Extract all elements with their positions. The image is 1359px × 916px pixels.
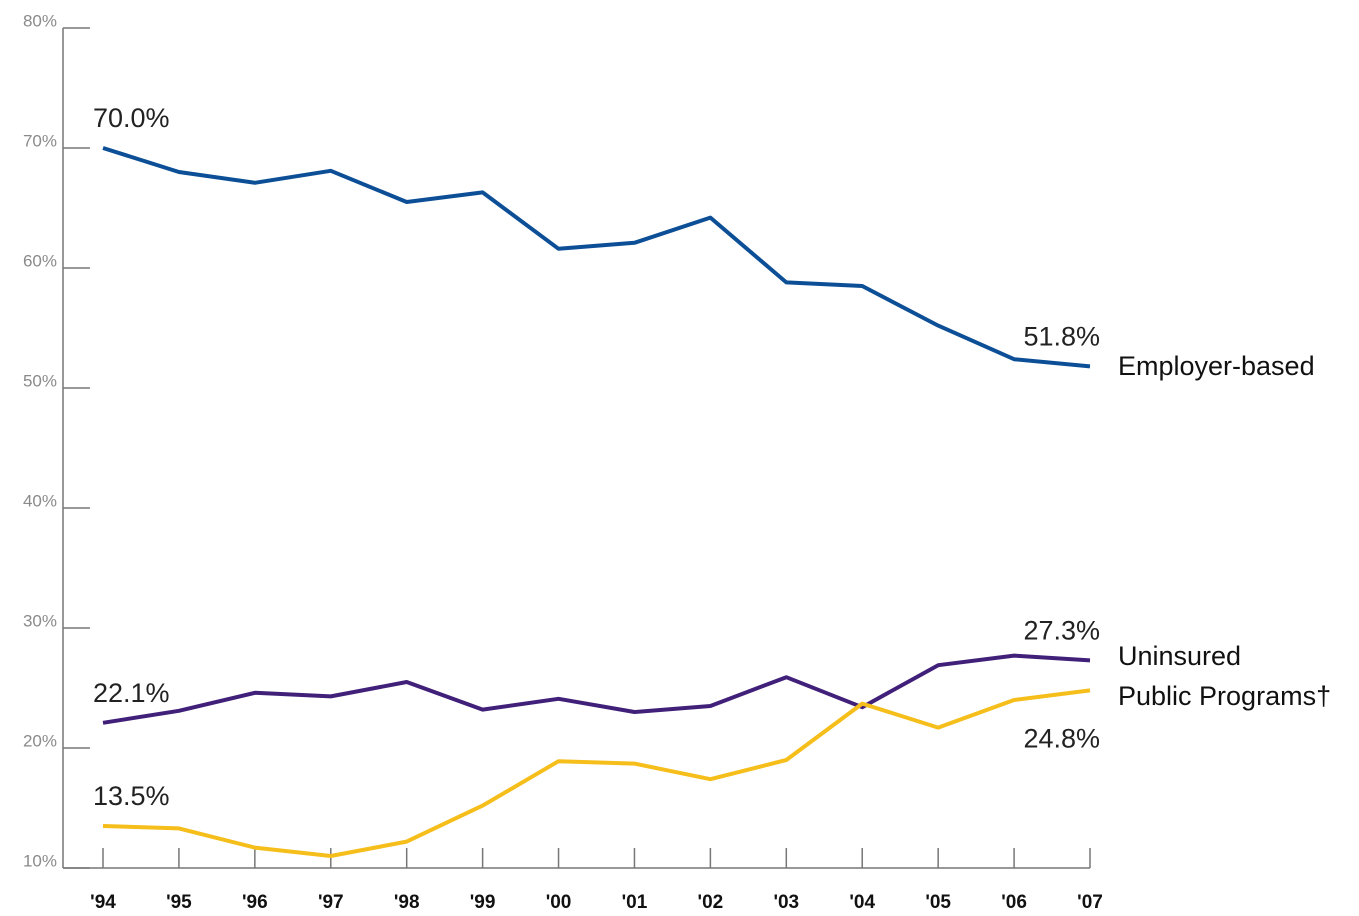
y-tick-label: 40% — [23, 491, 57, 510]
x-tick-label: '04 — [849, 892, 875, 913]
data-label: 24.8% — [1023, 724, 1100, 754]
x-tick-label: '95 — [166, 892, 192, 913]
legend-label: Employer-based — [1118, 351, 1315, 381]
x-tick-label: '07 — [1077, 892, 1103, 913]
data-label: 13.5% — [93, 781, 170, 811]
x-tick-label: '05 — [925, 892, 951, 913]
y-tick-label: 60% — [23, 251, 57, 270]
x-tick-label: '00 — [546, 892, 572, 913]
y-tick-label: 80% — [23, 11, 57, 30]
y-tick-label: 20% — [23, 731, 57, 750]
x-tick-label: '01 — [622, 892, 648, 913]
series-line — [102, 688, 1091, 858]
data-label: 22.1% — [93, 678, 170, 708]
data-label: 70.0% — [93, 103, 170, 133]
x-tick-label: '94 — [90, 892, 116, 913]
data-label: 27.3% — [1023, 616, 1100, 646]
y-tick-label: 10% — [23, 851, 57, 870]
x-tick-label: '99 — [470, 892, 496, 913]
x-tick-label: '02 — [698, 892, 724, 913]
legend-label: Uninsured — [1118, 641, 1241, 671]
series-line — [102, 146, 1091, 369]
legend-label: Public Programs† — [1118, 681, 1331, 711]
series-line — [102, 653, 1091, 725]
data-label: 51.8% — [1023, 322, 1100, 352]
x-tick-label: '97 — [318, 892, 344, 913]
x-tick-label: '06 — [1001, 892, 1027, 913]
x-tick-label: '96 — [242, 892, 268, 913]
x-tick-label: '03 — [773, 892, 799, 913]
y-tick-label: 30% — [23, 611, 57, 630]
y-tick-label: 70% — [23, 131, 57, 150]
y-tick-label: 50% — [23, 371, 57, 390]
x-tick-label: '98 — [394, 892, 420, 913]
